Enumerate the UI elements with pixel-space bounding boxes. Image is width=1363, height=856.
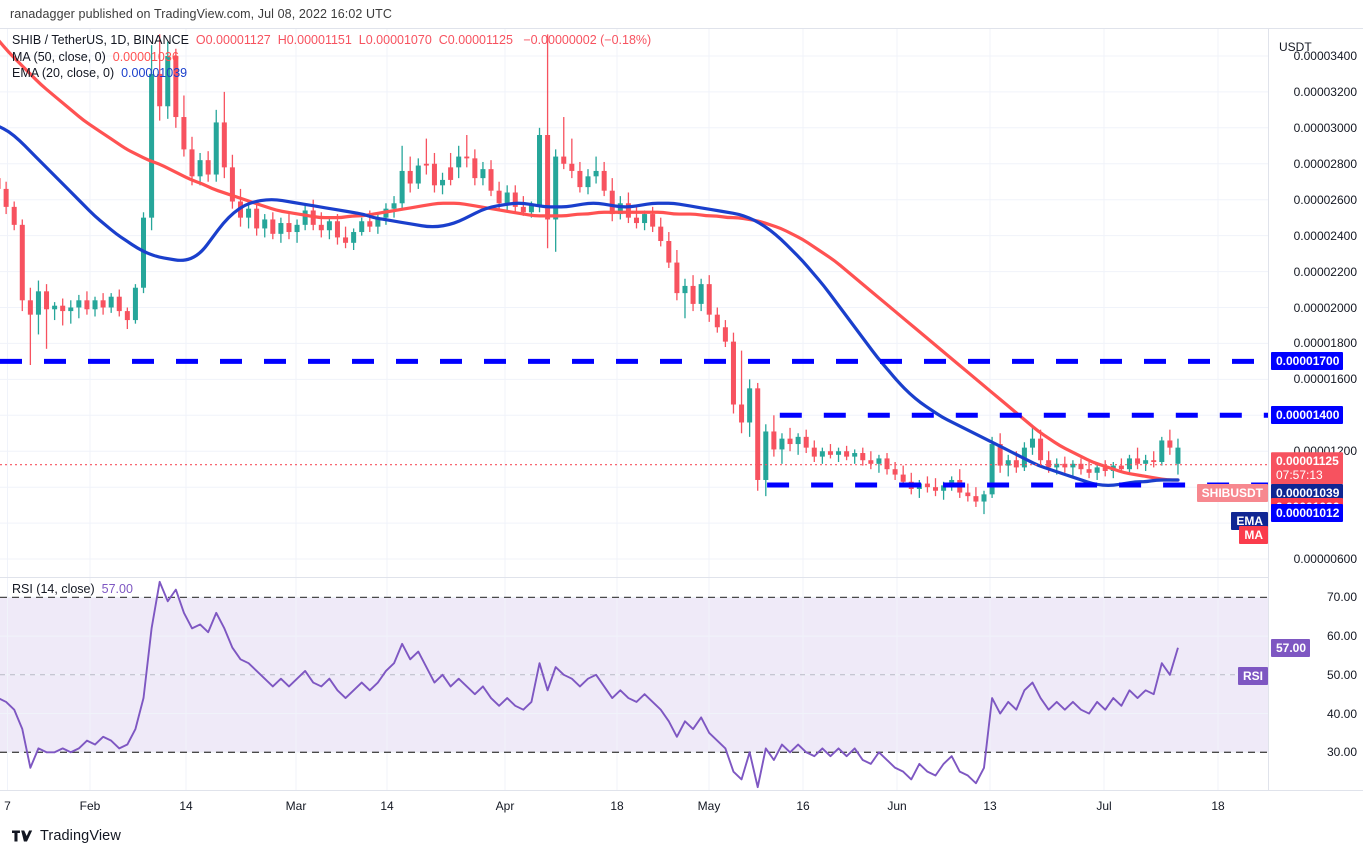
time-tick-label: Jul — [1096, 799, 1112, 813]
last-price-badge-value: 0.00001125 — [1276, 453, 1339, 468]
time-tick-label: 14 — [179, 799, 193, 813]
price-gridlines — [0, 29, 1268, 577]
rsi-value-badge: 57.00 — [1271, 638, 1311, 657]
last-price-badge: 0.00001125 07:57:13 — [1271, 451, 1343, 484]
resistance-upper-badge: 0.00001700 — [1271, 352, 1344, 371]
rsi-tick-label: 70.00 — [1326, 590, 1357, 605]
ma-line — [0, 39, 1180, 482]
price-axis[interactable]: USDT 0.00003400 0.00003200 0.00003000 0.000… — [1268, 29, 1363, 791]
time-tick-label: Feb — [79, 799, 101, 813]
time-tick-label: 16 — [796, 799, 810, 813]
chart-frame: SHIB / TetherUS, 1D, BINANCE O0.00001127… — [0, 28, 1363, 791]
price-tick-label: 0.00003400 — [1293, 49, 1357, 63]
attribution-text: ranadagger published on TradingView.com,… — [10, 7, 393, 21]
support-lower-badge: 0.00001012 — [1271, 504, 1344, 522]
rsi-tick-label: 30.00 — [1326, 745, 1357, 760]
rsi-tag: RSI — [1237, 666, 1268, 685]
tradingview-logo-icon — [12, 830, 33, 842]
ma-tag: MA — [1239, 525, 1268, 544]
price-tick-label: 0.00002200 — [1293, 264, 1357, 279]
rsi-legend: RSI (14, close) 57.00 — [12, 582, 133, 596]
price-tick-label: 0.00002800 — [1293, 156, 1357, 171]
time-tick-label: 7 — [4, 799, 11, 813]
rsi-legend-title: RSI (14, close) — [12, 582, 95, 596]
price-tick-label: 0.00002400 — [1293, 228, 1357, 243]
price-pane[interactable] — [0, 29, 1268, 577]
rsi-legend-value: 57.00 — [101, 582, 133, 596]
price-tick-label: 0.00002000 — [1293, 300, 1357, 315]
time-tick-label: 14 — [380, 799, 394, 813]
time-axis[interactable]: 7 Feb 14 Mar 14 Apr 18 May 16 Jun 13 Jul 18 — [0, 790, 1363, 818]
price-tick-label: 0.00003000 — [1293, 120, 1357, 135]
last-price-badge-countdown: 07:57:13 — [1276, 467, 1323, 482]
price-axis-unit: USDT — [1279, 40, 1312, 54]
rsi-tick-label: 40.00 — [1326, 706, 1357, 721]
price-tick-label: 0.00003200 — [1293, 84, 1357, 99]
price-tick-label: 0.00000600 — [1293, 552, 1357, 566]
pane-separator — [0, 577, 1268, 578]
tradingview-brand: TradingView — [40, 828, 121, 844]
price-tick-label: 0.00001600 — [1293, 372, 1357, 387]
price-tick-label: 0.00002600 — [1293, 192, 1357, 207]
rsi-tick-label: 60.00 — [1326, 629, 1357, 644]
time-tick-label: 13 — [983, 799, 997, 813]
time-tick-label: Apr — [495, 799, 515, 813]
symbol-tag: SHIBUSDT — [1196, 483, 1268, 502]
ema-line — [0, 125, 1180, 487]
resistance-mid-badge: 0.00001400 — [1271, 406, 1344, 425]
rsi-line — [0, 580, 1179, 789]
time-tick-label: 18 — [1211, 799, 1225, 813]
time-tick-label: 18 — [610, 799, 624, 813]
time-tick-label: Jun — [887, 799, 907, 813]
price-plot — [0, 29, 1268, 577]
rsi-tick-label: 50.00 — [1326, 667, 1357, 682]
time-tick-label: Mar — [285, 799, 307, 813]
footer: TradingView — [12, 828, 121, 844]
price-tick-label: 0.00001800 — [1293, 336, 1357, 351]
time-tick-label: May — [697, 799, 721, 813]
rsi-pane[interactable] — [0, 578, 1268, 791]
candlestick-series — [0, 34, 1181, 515]
rsi-plot — [0, 578, 1268, 791]
